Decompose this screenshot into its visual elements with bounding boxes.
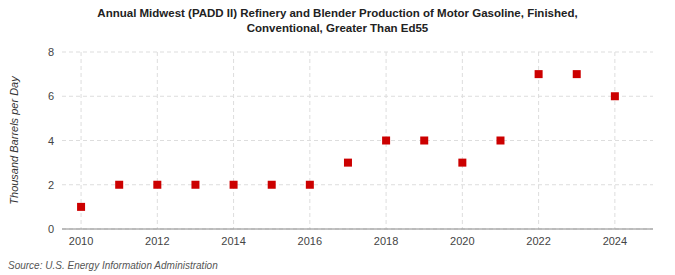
point — [115, 181, 123, 189]
y-tick-label: 8 — [48, 46, 54, 58]
point — [573, 70, 581, 78]
x-grid-line — [462, 52, 463, 229]
x-grid-line — [309, 52, 310, 229]
point — [458, 159, 466, 167]
y-grid-line — [62, 184, 653, 185]
x-tick-label: 2016 — [298, 235, 322, 247]
x-grid-line — [233, 52, 234, 229]
point — [153, 181, 161, 189]
x-tick-label: 2024 — [603, 235, 627, 247]
chart: Annual Midwest (PADD II) Refinery and Bl… — [0, 0, 675, 275]
point — [420, 137, 428, 145]
y-tick-label: 2 — [48, 179, 54, 191]
x-axis-line — [62, 229, 653, 230]
x-grid-line — [81, 52, 82, 229]
point — [77, 203, 85, 211]
point — [191, 181, 199, 189]
x-tick-label: 2022 — [526, 235, 550, 247]
grid — [62, 52, 653, 229]
x-grid-line — [157, 52, 158, 229]
y-axis-label: Thousand Barrels per Day — [8, 75, 20, 205]
point — [230, 181, 238, 189]
y-grid-line — [62, 229, 653, 230]
x-grid-line — [538, 52, 539, 229]
x-tick-label: 2012 — [145, 235, 169, 247]
x-tick-label: 2018 — [374, 235, 398, 247]
x-grid-line — [614, 52, 615, 229]
point — [611, 92, 619, 100]
y-grid-line — [62, 140, 653, 141]
point — [268, 181, 276, 189]
point — [382, 137, 390, 145]
y-grid-line — [62, 96, 653, 97]
point — [306, 181, 314, 189]
point — [344, 159, 352, 167]
point — [535, 70, 543, 78]
title: Annual Midwest (PADD II) Refinery and Bl… — [97, 7, 577, 34]
x-tick-label: 2020 — [450, 235, 474, 247]
y-tick-label: 0 — [48, 223, 54, 235]
source-note: Source: U.S. Energy Information Administ… — [8, 260, 218, 271]
x-tick-label: 2010 — [69, 235, 93, 247]
x-tick-label: 2014 — [221, 235, 245, 247]
points — [77, 70, 619, 211]
y-grid-line — [62, 52, 653, 53]
y-tick-label: 4 — [48, 135, 54, 147]
point — [496, 137, 504, 145]
y-tick-label: 6 — [48, 90, 54, 102]
